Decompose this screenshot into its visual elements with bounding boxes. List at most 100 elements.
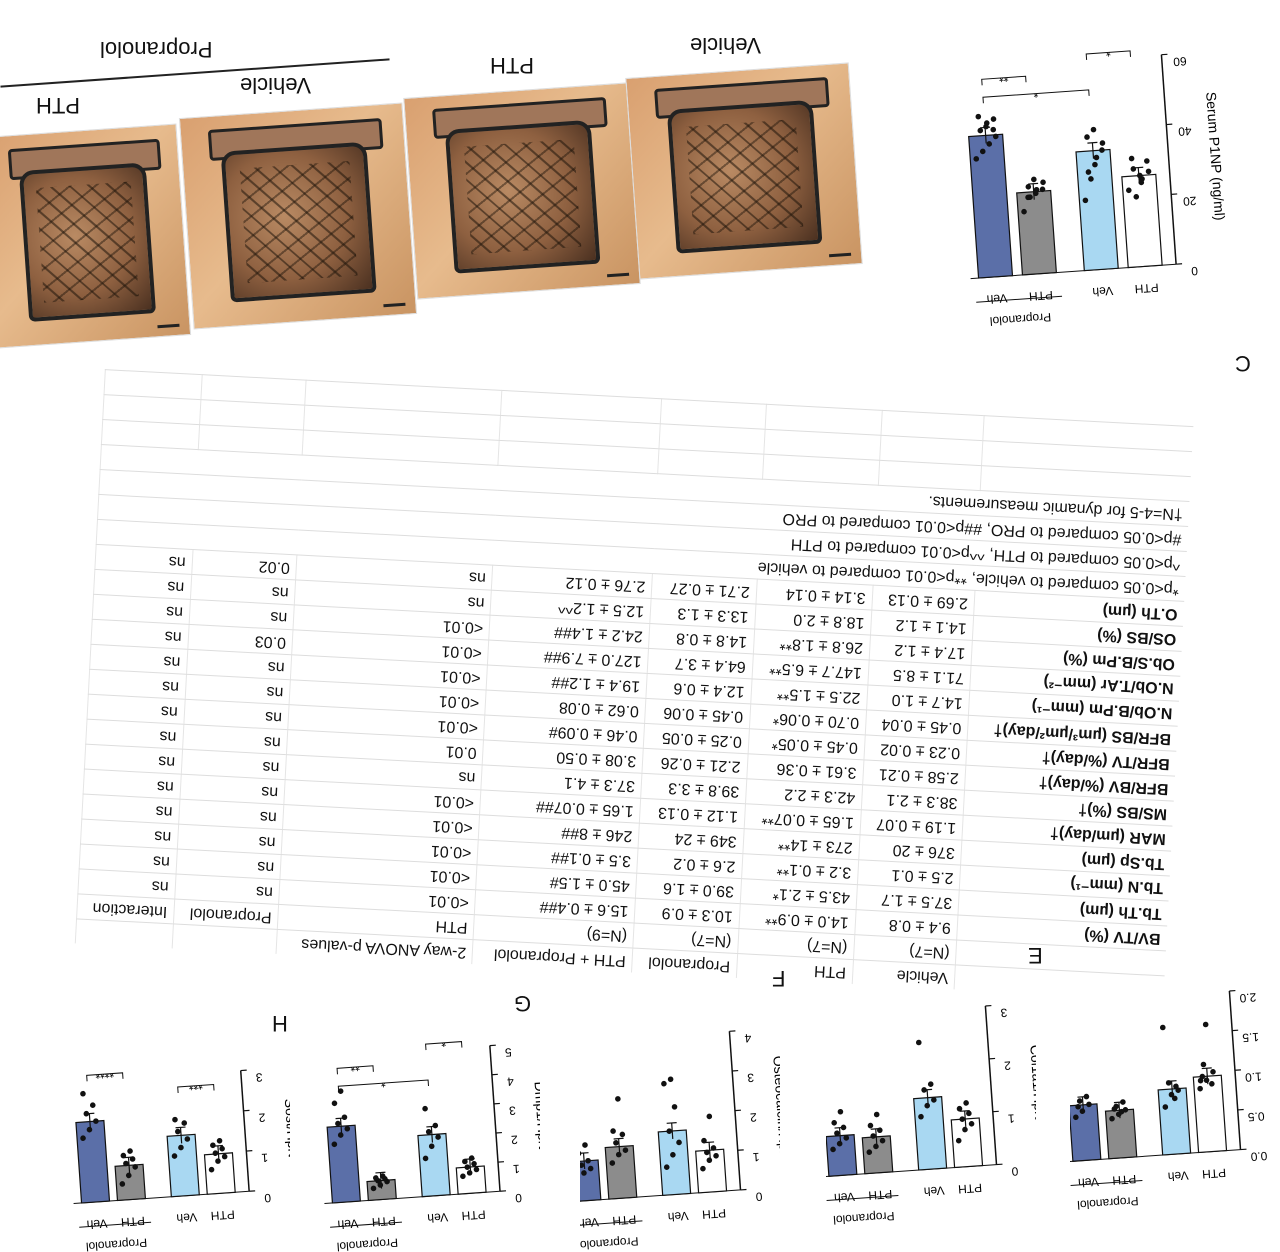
y-axis — [489, 1045, 501, 1192]
bar-pth — [826, 1134, 858, 1177]
data-point — [1032, 190, 1039, 197]
bar-pth — [1070, 1103, 1102, 1162]
significance-label: * — [380, 1076, 386, 1090]
error-bar — [88, 1113, 92, 1130]
chart-group: 0.0 0.5 1.0 1.5 2.0 PTH Veh PTH Veh Propranolol — [1070, 989, 1268, 1210]
significance-bracket — [981, 75, 1027, 86]
group-label-propranolol-pth: PTH — [36, 93, 80, 118]
error-bar — [179, 1127, 183, 1144]
data-point — [1171, 1095, 1178, 1102]
y-axis — [728, 1031, 742, 1190]
table-empty-cell — [102, 394, 201, 425]
data-point — [580, 1150, 582, 1157]
data-point — [432, 1122, 439, 1129]
data-point — [706, 1157, 713, 1164]
error-cap — [1201, 1067, 1212, 1070]
bar-pth — [968, 133, 1014, 279]
data-point — [1209, 1081, 1215, 1087]
significance-label: *** — [188, 1078, 203, 1093]
data-point — [464, 1164, 471, 1170]
data-point — [990, 126, 997, 133]
data-point — [377, 1182, 384, 1188]
y-tick-label: 4 — [744, 1031, 752, 1045]
table-cell: ns — [84, 744, 183, 775]
chart-group: 0 1 2 3 4 Osteocalcin/Hprt PTH Veh PTH Veh Propran… — [580, 1030, 780, 1250]
group-label-pth: PTH — [490, 53, 534, 78]
y-tick-label: 40 — [1177, 124, 1192, 139]
data-point — [582, 1142, 588, 1148]
y-tick-label: 5 — [504, 1045, 512, 1059]
data-point — [968, 1121, 975, 1127]
x-tick-label: Veh — [176, 1210, 198, 1225]
data-point — [1162, 1104, 1169, 1110]
y-tick-label: 60 — [1172, 54, 1187, 69]
y-tick-label: 0 — [514, 1191, 522, 1205]
data-point — [710, 1145, 717, 1151]
data-point — [870, 1133, 876, 1139]
data-point — [337, 1088, 344, 1094]
data-point — [460, 1173, 466, 1180]
data-point — [915, 1039, 922, 1046]
data-point — [1073, 1114, 1079, 1121]
data-point — [466, 1170, 473, 1176]
data-point — [1118, 1108, 1125, 1115]
x-tick-label: PTH — [1112, 1172, 1137, 1188]
data-point — [918, 1113, 924, 1120]
data-point — [1084, 134, 1090, 140]
data-point — [379, 1173, 386, 1179]
data-point — [622, 1147, 629, 1153]
micrograph-pth — [403, 82, 641, 300]
bar-pth — [1075, 148, 1119, 272]
data-point — [587, 1165, 594, 1172]
data-point — [955, 1137, 962, 1144]
data-point — [1133, 194, 1140, 200]
significance-label: ** — [998, 70, 1009, 85]
bar-pth — [657, 1129, 692, 1197]
bar-pth — [913, 1096, 948, 1171]
data-point — [837, 1108, 844, 1115]
data-point — [1082, 197, 1089, 204]
error-cap — [1087, 141, 1098, 144]
y-tick-label: 4 — [506, 1074, 514, 1088]
dmp1-bar-chart: 012345Dmp1/HprtPTHVehPTHVehPropranolol**… — [324, 1036, 540, 1252]
significance-bracket — [425, 1041, 463, 1051]
unlabeled-bar-chart: 0.0 0.5 1.0 1.5 2.0 PTH Veh PTH Veh Propranolol — [1070, 989, 1268, 1210]
y-axis-label: Serum P1NP (ng/ml) — [1203, 91, 1228, 221]
bar-veh — [861, 1135, 894, 1175]
data-point — [963, 1100, 969, 1106]
x-tick-label: PTH — [121, 1214, 146, 1230]
significance-label: * — [1033, 86, 1039, 100]
data-point — [667, 1076, 674, 1083]
data-point — [208, 1166, 215, 1173]
data-point — [700, 1165, 706, 1172]
group-label-vehicle: Vehicle — [690, 33, 761, 58]
error-bar — [1091, 142, 1095, 159]
data-point — [344, 1125, 351, 1132]
data-point — [331, 1100, 338, 1107]
x-tick-label: PTH — [958, 1181, 983, 1197]
error-bar — [618, 1138, 621, 1155]
data-point — [615, 1096, 621, 1102]
group-label-propranolol-vehicle: Vehicle — [240, 73, 311, 98]
data-point — [422, 1155, 429, 1162]
error-bar — [430, 1126, 434, 1143]
data-point — [1111, 1106, 1118, 1112]
x-tick-label: Veh — [923, 1183, 945, 1198]
y-tick-label: 0 — [264, 1191, 272, 1205]
y-tick-label: 1 — [1007, 1111, 1015, 1125]
data-point — [830, 1146, 836, 1153]
data-point — [127, 1148, 133, 1154]
data-point — [1088, 176, 1094, 182]
data-point — [80, 1090, 86, 1097]
micrograph-vehicle — [625, 62, 863, 280]
data-point — [129, 1156, 136, 1162]
data-point — [983, 123, 989, 130]
group-label: Propranolol — [989, 310, 1051, 328]
group-rule — [826, 1195, 899, 1202]
bar-pth — [326, 1124, 362, 1204]
y-tick-label: 1 — [752, 1150, 760, 1164]
group-rule — [1070, 1180, 1143, 1187]
data-point — [873, 1111, 880, 1118]
data-point — [1197, 1077, 1204, 1084]
significance-bracket — [86, 1072, 124, 1082]
